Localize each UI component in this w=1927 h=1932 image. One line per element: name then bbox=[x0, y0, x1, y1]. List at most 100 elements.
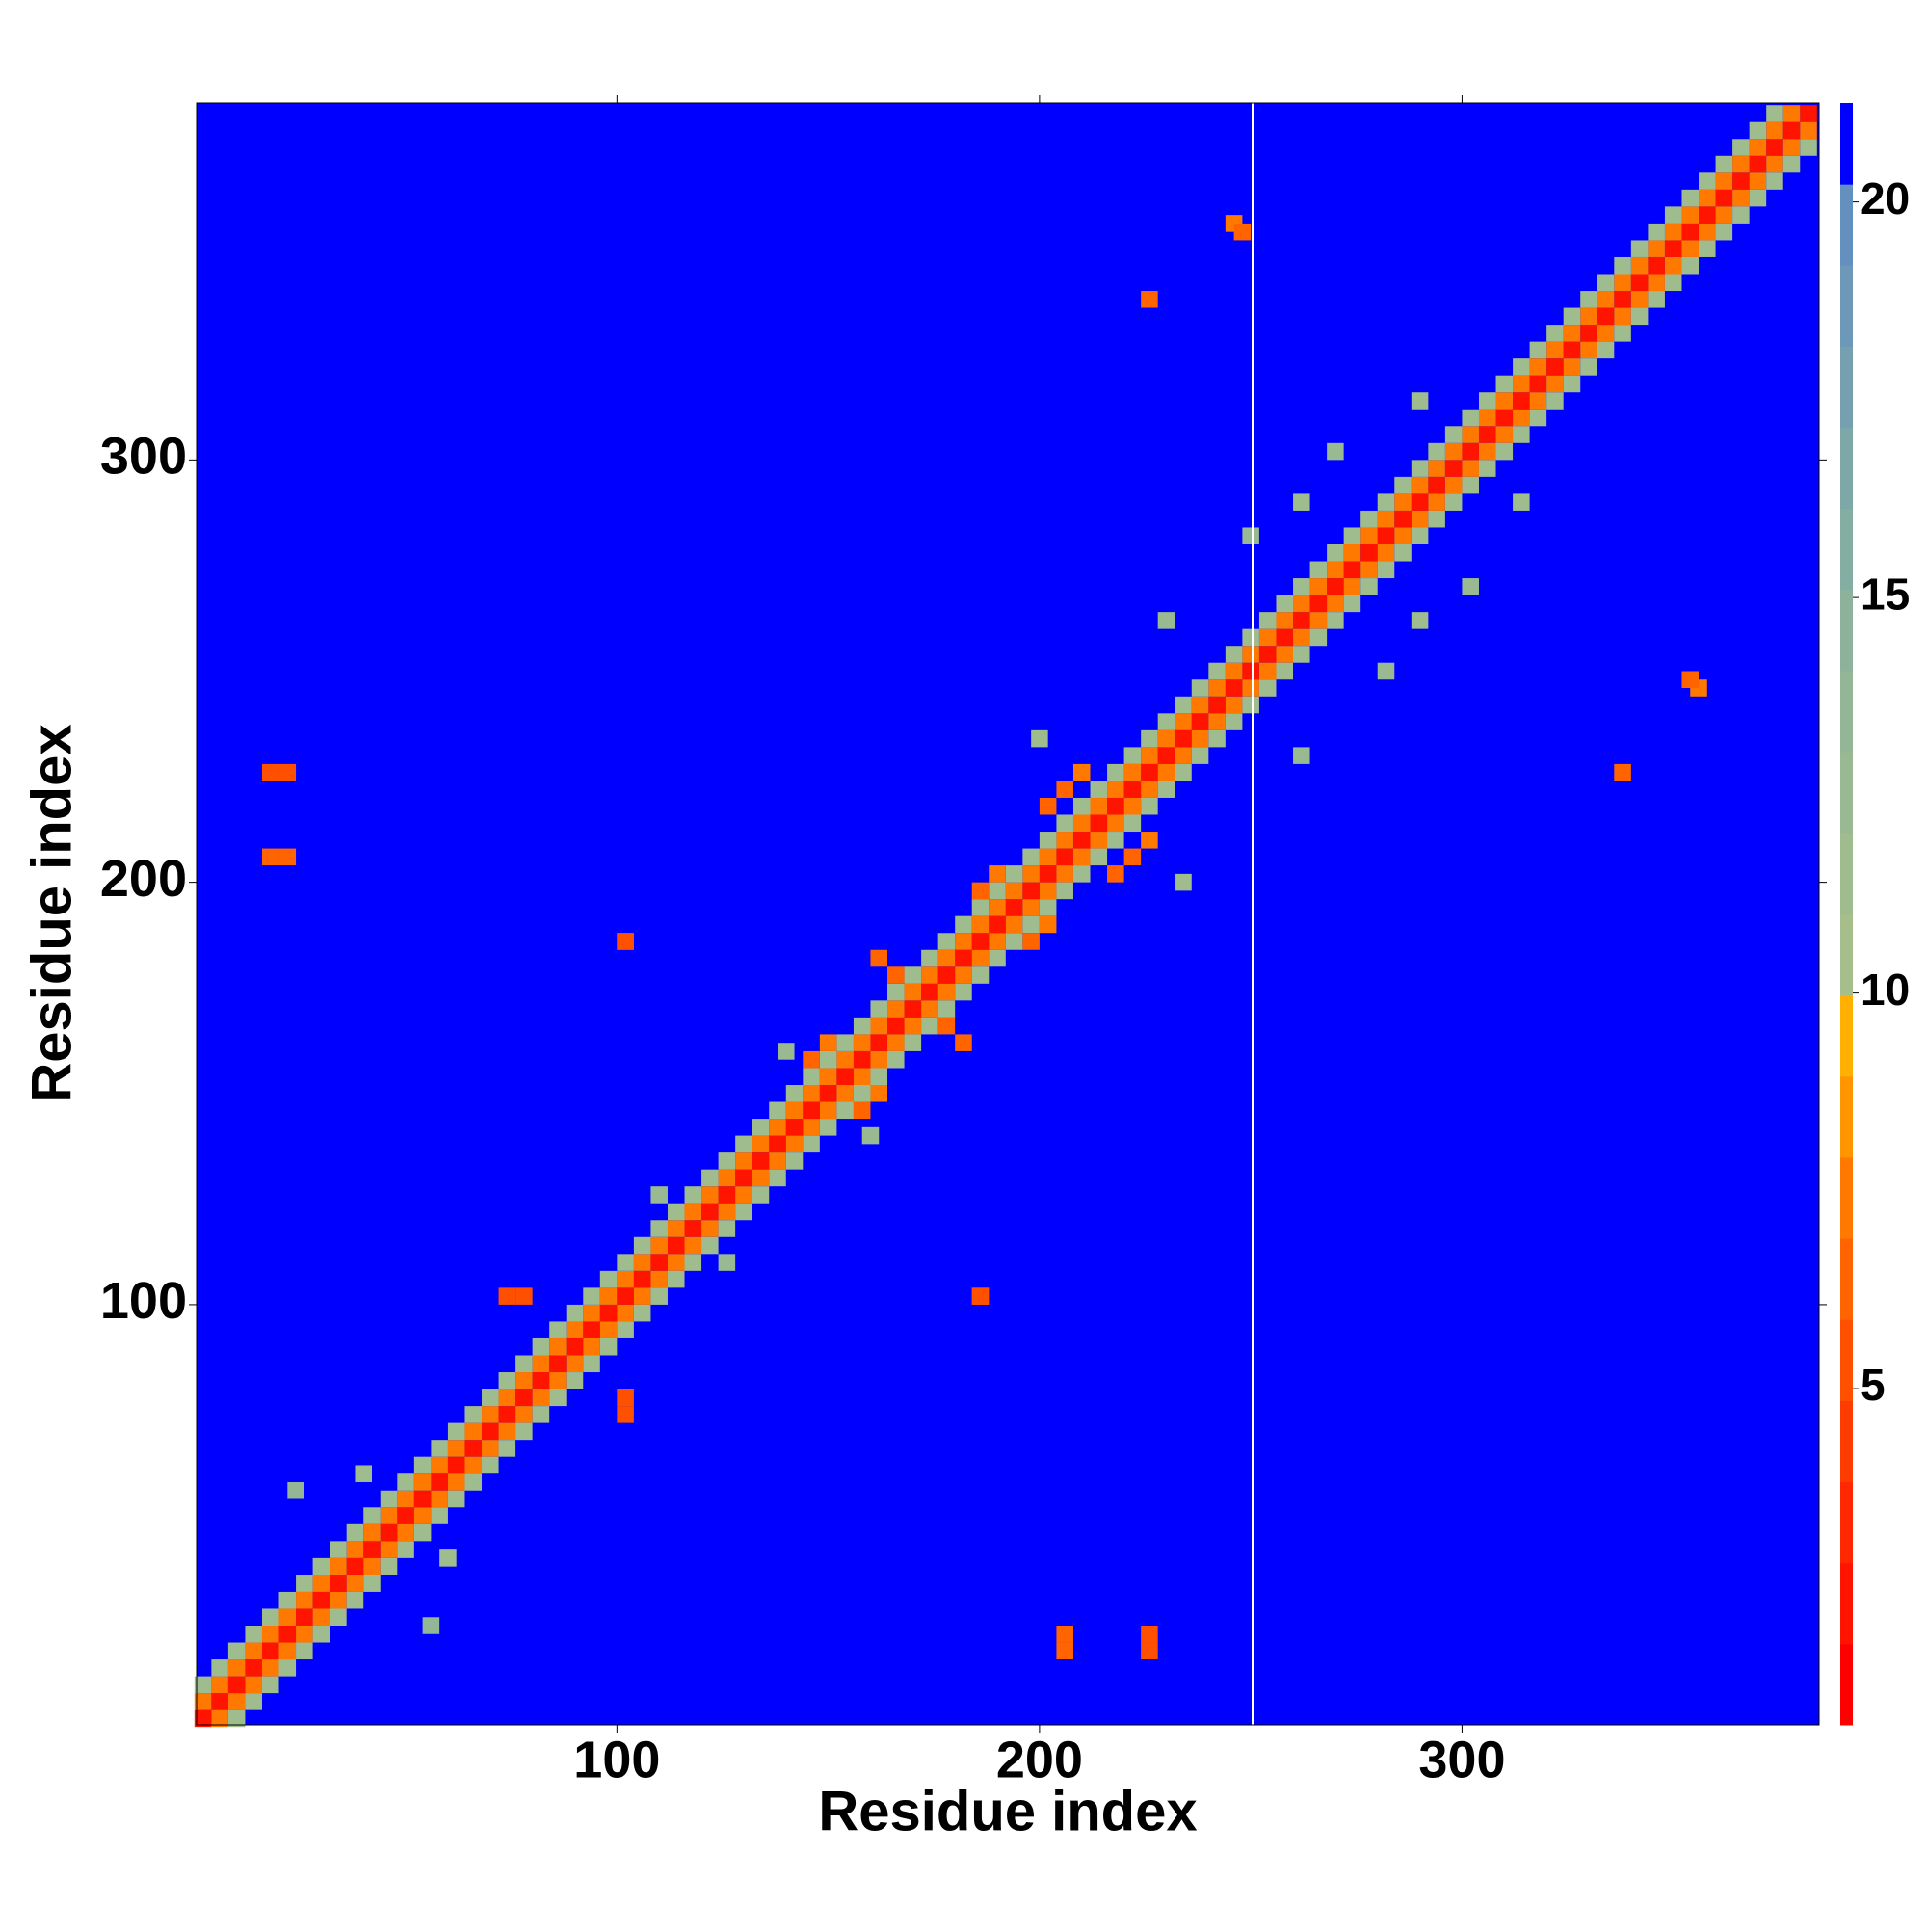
heatmap-cell bbox=[1664, 274, 1682, 292]
colorbar-band bbox=[1840, 103, 1853, 185]
heatmap-cell bbox=[1766, 155, 1783, 173]
heatmap-cell bbox=[1242, 662, 1259, 680]
heatmap-cell bbox=[701, 1169, 719, 1187]
heatmap-cell bbox=[1648, 256, 1665, 275]
heatmap-cell bbox=[650, 1236, 668, 1255]
heatmap-cell bbox=[1072, 865, 1091, 883]
heatmap-cell bbox=[887, 1050, 905, 1069]
heatmap-cell bbox=[785, 1085, 804, 1102]
heatmap-cell bbox=[1191, 713, 1209, 730]
heatmap-cell bbox=[1123, 781, 1142, 798]
heatmap-cell bbox=[1141, 781, 1158, 798]
heatmap-cell bbox=[955, 933, 972, 950]
heatmap-cell bbox=[904, 1034, 922, 1051]
heatmap-cell bbox=[1327, 561, 1344, 579]
heatmap-cell bbox=[1327, 595, 1344, 613]
heatmap-cell bbox=[599, 1337, 618, 1356]
heatmap-cell bbox=[1715, 223, 1733, 241]
heatmap-cell bbox=[227, 1709, 246, 1728]
heatmap-cell bbox=[684, 1220, 702, 1237]
heatmap-cell bbox=[1715, 155, 1733, 173]
heatmap-cell bbox=[1630, 291, 1649, 308]
heatmap-cell bbox=[1005, 882, 1023, 900]
heatmap-cell bbox=[1343, 544, 1361, 562]
heatmap-cell bbox=[1258, 646, 1277, 663]
heatmap-cell bbox=[1293, 493, 1310, 511]
heatmap-cell bbox=[1377, 544, 1395, 562]
heatmap-cell bbox=[447, 1456, 465, 1474]
colorbar-band bbox=[1840, 913, 1853, 996]
heatmap-cell bbox=[1327, 612, 1344, 629]
heatmap-cell bbox=[1039, 915, 1057, 934]
heatmap-cell bbox=[245, 1693, 262, 1710]
heatmap-cell bbox=[718, 1254, 736, 1271]
heatmap-cell bbox=[1444, 493, 1463, 511]
heatmap-cell bbox=[853, 1017, 871, 1035]
heatmap-cell bbox=[397, 1541, 414, 1558]
heatmap-cell bbox=[735, 1135, 752, 1153]
heatmap-cell bbox=[1258, 662, 1277, 680]
heatmap-cell bbox=[1225, 713, 1243, 730]
heatmap-cell bbox=[1005, 933, 1023, 950]
heatmap-cell bbox=[312, 1608, 330, 1627]
heatmap-cell bbox=[464, 1473, 483, 1491]
heatmap-cell bbox=[498, 1406, 516, 1423]
heatmap-cell bbox=[701, 1236, 719, 1255]
heatmap-cell bbox=[836, 1034, 854, 1051]
heatmap-cell bbox=[1309, 595, 1328, 613]
heatmap-cell bbox=[718, 1152, 736, 1170]
heatmap-cell bbox=[431, 1440, 448, 1457]
colorbar-band bbox=[1840, 427, 1853, 510]
heatmap-cell bbox=[1175, 729, 1192, 748]
heatmap-cell bbox=[870, 1000, 888, 1018]
heatmap-cell bbox=[363, 1575, 381, 1592]
heatmap-cell bbox=[684, 1203, 702, 1221]
heatmap-cell bbox=[1580, 325, 1597, 342]
heatmap-cell bbox=[1715, 206, 1733, 224]
heatmap-cell bbox=[684, 1236, 702, 1255]
heatmap-cell bbox=[955, 1034, 972, 1051]
heatmap-cell bbox=[245, 1642, 262, 1660]
heatmap-cell bbox=[819, 1119, 837, 1136]
heatmap-cell bbox=[1411, 392, 1429, 410]
heatmap-cell bbox=[1191, 747, 1209, 764]
heatmap-cell bbox=[853, 1085, 871, 1102]
heatmap-cell bbox=[971, 899, 990, 916]
colorbar-band bbox=[1840, 1562, 1853, 1645]
heatmap-cell bbox=[769, 1152, 786, 1170]
heatmap-cell bbox=[194, 1676, 212, 1694]
heatmap-cell bbox=[211, 1676, 228, 1694]
heatmap-cell bbox=[1495, 375, 1514, 393]
heatmap-cell bbox=[1293, 578, 1310, 595]
heatmap-cell bbox=[532, 1406, 550, 1423]
heatmap-cell bbox=[380, 1541, 398, 1558]
heatmap-cell bbox=[245, 1626, 262, 1643]
heatmap-cell bbox=[836, 1068, 854, 1086]
heatmap-cell bbox=[1580, 358, 1597, 376]
heatmap-cell bbox=[836, 1085, 854, 1102]
heatmap-cell bbox=[701, 1220, 719, 1237]
heatmap-cell bbox=[718, 1186, 736, 1204]
heatmap-cell bbox=[1225, 679, 1243, 697]
heatmap-cell bbox=[1428, 442, 1445, 461]
heatmap-cell bbox=[312, 1575, 330, 1592]
heatmap-cell bbox=[633, 1304, 651, 1322]
heatmap-cell bbox=[1107, 797, 1124, 815]
heatmap-cell bbox=[803, 1101, 820, 1120]
heatmap-cell bbox=[211, 1659, 228, 1677]
heatmap-cell bbox=[346, 1541, 364, 1558]
heatmap-cell bbox=[1039, 797, 1057, 815]
heatmap-cell bbox=[1157, 612, 1175, 629]
heatmap-cell bbox=[1309, 612, 1328, 629]
heatmap-cell bbox=[1648, 291, 1665, 308]
heatmap-cell bbox=[515, 1389, 533, 1407]
heatmap-cell bbox=[1293, 628, 1310, 647]
x-tick-label: 200 bbox=[996, 1731, 1083, 1788]
heatmap-cell bbox=[819, 1034, 837, 1051]
heatmap-cell bbox=[904, 966, 922, 984]
heatmap-cell bbox=[464, 1440, 483, 1457]
heatmap-cell bbox=[515, 1422, 533, 1441]
heatmap-cell bbox=[1072, 814, 1091, 833]
heatmap-cell bbox=[819, 1101, 837, 1120]
heatmap-cell bbox=[532, 1389, 550, 1407]
